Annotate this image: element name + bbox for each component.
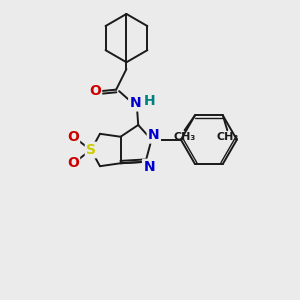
Text: O: O bbox=[67, 130, 79, 144]
Text: CH₃: CH₃ bbox=[216, 132, 238, 142]
Text: N: N bbox=[143, 160, 155, 174]
Text: N: N bbox=[148, 128, 160, 142]
Text: O: O bbox=[67, 156, 79, 170]
Text: N: N bbox=[130, 96, 141, 110]
Text: H: H bbox=[144, 94, 156, 108]
Text: S: S bbox=[86, 143, 96, 157]
Text: O: O bbox=[89, 84, 101, 98]
Text: CH₃: CH₃ bbox=[173, 132, 196, 142]
